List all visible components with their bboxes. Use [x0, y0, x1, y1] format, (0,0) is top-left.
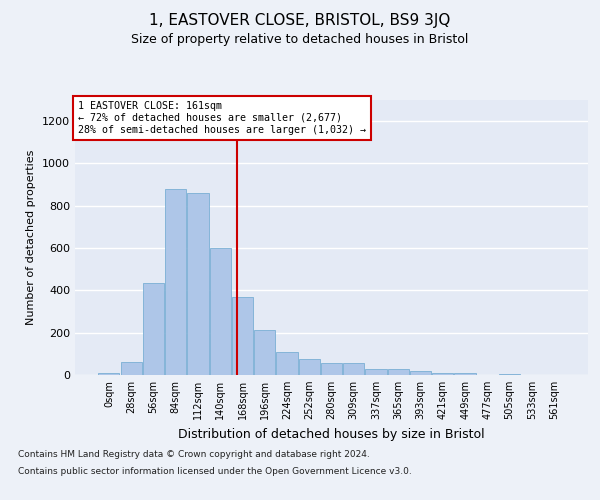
X-axis label: Distribution of detached houses by size in Bristol: Distribution of detached houses by size … — [178, 428, 485, 440]
Bar — [143, 283, 164, 375]
Text: Contains HM Land Registry data © Crown copyright and database right 2024.: Contains HM Land Registry data © Crown c… — [18, 450, 370, 459]
Bar — [121, 362, 142, 375]
Bar — [232, 296, 253, 375]
Bar — [254, 330, 275, 375]
Bar — [299, 359, 320, 375]
Text: Size of property relative to detached houses in Bristol: Size of property relative to detached ho… — [131, 32, 469, 46]
Bar — [410, 371, 431, 375]
Y-axis label: Number of detached properties: Number of detached properties — [26, 150, 37, 325]
Bar — [187, 193, 209, 375]
Bar — [98, 373, 119, 375]
Bar — [343, 364, 364, 375]
Bar — [454, 374, 476, 375]
Text: 1 EASTOVER CLOSE: 161sqm
← 72% of detached houses are smaller (2,677)
28% of sem: 1 EASTOVER CLOSE: 161sqm ← 72% of detach… — [77, 102, 365, 134]
Text: 1, EASTOVER CLOSE, BRISTOL, BS9 3JQ: 1, EASTOVER CLOSE, BRISTOL, BS9 3JQ — [149, 12, 451, 28]
Bar — [388, 368, 409, 375]
Bar — [432, 373, 454, 375]
Bar — [209, 248, 231, 375]
Bar — [365, 368, 386, 375]
Text: Contains public sector information licensed under the Open Government Licence v3: Contains public sector information licen… — [18, 468, 412, 476]
Bar — [321, 364, 342, 375]
Bar — [277, 352, 298, 375]
Bar — [165, 189, 186, 375]
Bar — [499, 374, 520, 375]
